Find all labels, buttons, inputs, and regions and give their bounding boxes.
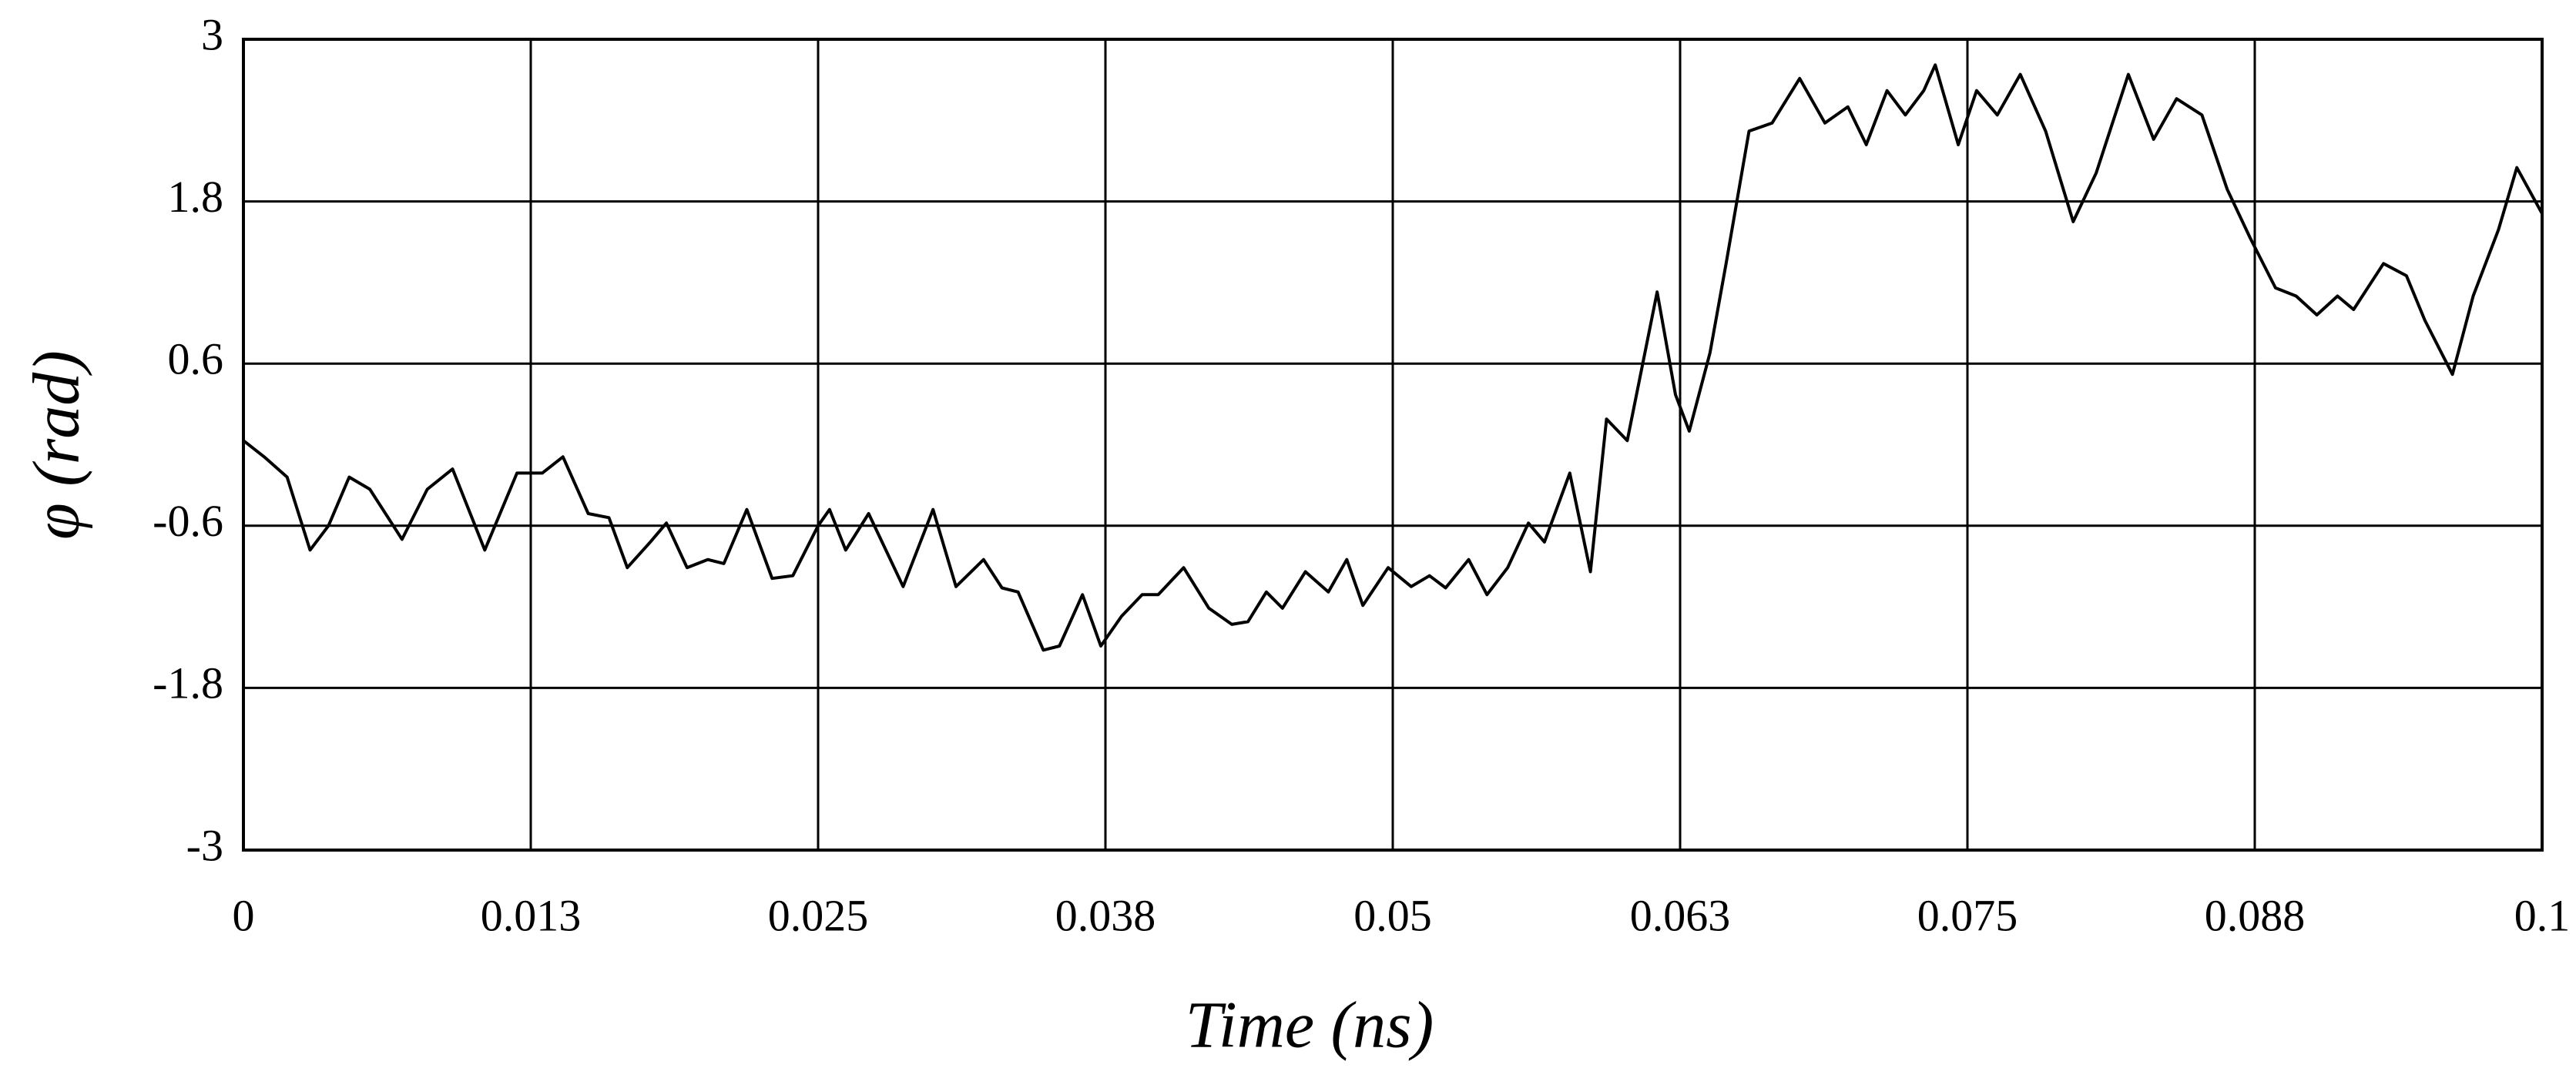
y-tick-label: 1.8 xyxy=(168,172,224,222)
data-line xyxy=(242,63,2544,652)
x-tick-label: 0.075 xyxy=(1917,890,2018,940)
plot-frame xyxy=(242,38,2544,852)
x-tick-label: 0 xyxy=(233,890,255,940)
y-tick-label: -0.6 xyxy=(153,496,223,546)
y-tick-label: -1.8 xyxy=(153,658,223,708)
y-axis-title: φ (rad) xyxy=(19,350,93,540)
y-tick-label: 3 xyxy=(201,9,223,59)
y-tick-label: -3 xyxy=(186,820,223,870)
y-tick-label: 0.6 xyxy=(168,334,224,384)
x-tick-label: 0.088 xyxy=(2205,890,2306,940)
x-axis-title: Time (ns) xyxy=(1186,988,1434,1062)
x-tick-label: 0.038 xyxy=(1055,890,1156,940)
x-tick-label: 0.025 xyxy=(768,890,869,940)
x-tick-label: 0.05 xyxy=(1353,890,1432,940)
x-tick-label: 0.013 xyxy=(481,890,582,940)
x-tick-label: 0.1 xyxy=(2514,890,2571,940)
x-tick-label: 0.063 xyxy=(1630,890,1731,940)
